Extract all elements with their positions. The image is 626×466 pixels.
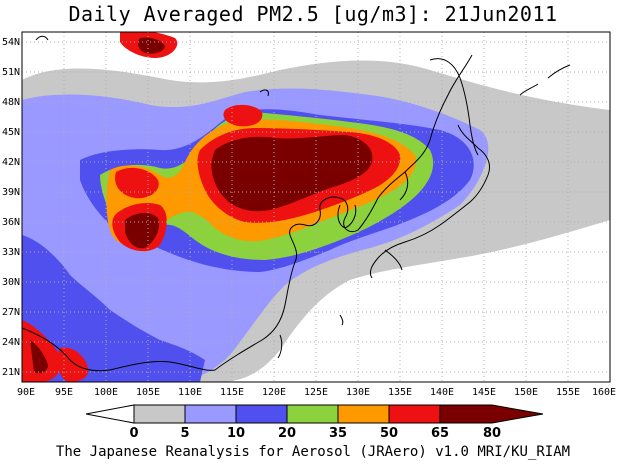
lat-tick-label: 36N [2,217,20,228]
lon-tick-label: 145E [472,387,496,398]
coastlines [22,35,571,372]
colorbar-label: 65 [431,426,449,441]
lon-tick-label: 115E [220,387,244,398]
lat-labels: 21N 24N 27N 30N 33N 36N 39N 42N 45N 48N … [2,37,20,378]
colorbar-label: 20 [278,426,296,441]
lat-tick-label: 45N [2,127,20,138]
colorbar-label: 80 [483,426,501,441]
concentration-field [22,32,610,382]
colorbar-label: 5 [180,426,189,441]
lon-tick-label: 150E [514,387,538,398]
lat-tick-label: 48N [2,97,20,108]
colorbar-cell-1 [133,404,186,424]
lon-tick-label: 125E [304,387,328,398]
colorbar-cell-6 [388,404,441,424]
lon-tick-label: 105E [136,387,160,398]
colorbar [85,404,544,424]
colorbar-label: 10 [227,426,245,441]
map-frame [21,31,611,383]
lat-tick-label: 30N [2,277,20,288]
lon-tick-label: 160E [592,387,616,398]
lon-tick-label: 155E [556,387,580,398]
lon-tick-label: 100E [94,387,118,398]
lon-tick-label: 130E [346,387,370,398]
pm25-band-65-80 [22,32,401,382]
footer-credit: The Japanese Reanalysis for Aerosol (JRA… [55,444,571,460]
colorbar-cell-2 [184,404,237,424]
lon-tick-label: 135E [388,387,412,398]
colorbar-cell-7 [439,404,544,424]
map-title: Daily Averaged PM2.5 [ug/m3]: 21Jun2011 [68,2,558,26]
lon-tick-label: 120E [262,387,286,398]
lat-tick-label: 39N [2,187,20,198]
lon-tick-label: 140E [430,387,454,398]
lon-tick-label: 110E [178,387,202,398]
colorbar-cell-0 [85,404,135,424]
lat-tick-label: 51N [2,67,20,78]
lat-tick-label: 27N [2,307,20,318]
colorbar-cell-4 [286,404,339,424]
colorbar-label: 0 [129,426,138,441]
colorbar-cell-5 [337,404,390,424]
lat-tick-label: 33N [2,247,20,258]
colorbar-cell-3 [235,404,288,424]
lat-tick-label: 42N [2,157,20,168]
lon-tick-label: 90E [17,387,35,398]
lat-tick-label: 54N [2,37,20,48]
lon-labels: 90E 95E 100E 105E 110E 115E 120E 125E 13… [17,387,616,398]
lon-tick-label: 95E [55,387,73,398]
colorbar-label: 50 [380,426,398,441]
lat-tick-label: 24N [2,337,20,348]
lat-tick-label: 21N [2,367,20,378]
colorbar-label: 35 [329,426,347,441]
colorbar-labels: 0 5 10 20 35 50 65 80 [129,426,501,441]
